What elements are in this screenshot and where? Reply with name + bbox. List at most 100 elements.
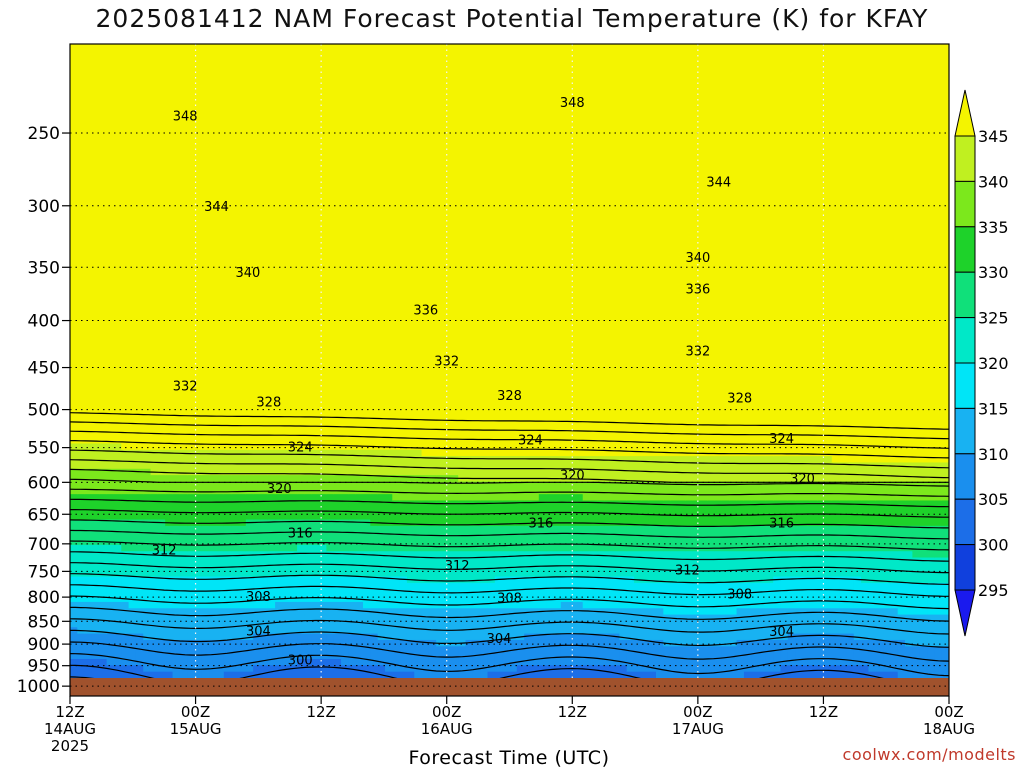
temperature-cell bbox=[223, 430, 232, 438]
temperature-cell bbox=[99, 164, 108, 172]
temperature-cell bbox=[267, 665, 276, 673]
temperature-cell bbox=[245, 246, 254, 254]
temperature-cell bbox=[157, 291, 166, 299]
temperature-cell bbox=[179, 259, 188, 267]
temperature-cell bbox=[304, 627, 313, 635]
temperature-cell bbox=[414, 430, 423, 438]
temperature-cell bbox=[70, 380, 78, 387]
temperature-cell bbox=[260, 145, 269, 153]
temperature-cell bbox=[172, 253, 181, 261]
temperature-cell bbox=[275, 69, 284, 77]
temperature-cell bbox=[201, 456, 210, 464]
temperature-cell bbox=[304, 456, 313, 464]
temperature-cell bbox=[128, 500, 137, 508]
temperature-cell bbox=[341, 468, 349, 476]
temperature-cell bbox=[311, 126, 320, 134]
temperature-cell bbox=[201, 50, 210, 58]
temperature-cell bbox=[260, 278, 269, 286]
temperature-cell bbox=[245, 513, 254, 521]
temperature-cell bbox=[326, 418, 335, 425]
temperature-cell bbox=[355, 513, 364, 521]
temperature-cell bbox=[289, 94, 298, 102]
temperature-cell bbox=[128, 411, 137, 419]
temperature-cell bbox=[121, 639, 130, 647]
temperature-cell bbox=[370, 633, 379, 641]
temperature-cell bbox=[135, 519, 144, 527]
temperature-cell bbox=[143, 348, 152, 356]
temperature-cell bbox=[333, 595, 342, 603]
temperature-cell bbox=[70, 449, 78, 457]
temperature-cell bbox=[150, 373, 159, 381]
temperature-cell bbox=[157, 265, 166, 273]
temperature-cell bbox=[355, 399, 364, 406]
temperature-cell bbox=[348, 101, 357, 108]
temperature-cell bbox=[275, 234, 284, 242]
temperature-cell bbox=[77, 494, 86, 502]
temperature-cell bbox=[143, 373, 152, 381]
temperature-cell bbox=[341, 303, 349, 311]
temperature-cell bbox=[392, 462, 401, 470]
temperature-cell bbox=[238, 551, 247, 559]
temperature-cell bbox=[392, 284, 401, 292]
temperature-cell bbox=[209, 361, 218, 368]
temperature-cell bbox=[406, 202, 415, 210]
temperature-cell bbox=[341, 253, 349, 261]
temperature-cell bbox=[406, 475, 415, 483]
temperature-cell bbox=[348, 481, 357, 489]
temperature-cell bbox=[333, 234, 342, 242]
temperature-cell bbox=[363, 132, 371, 140]
temperature-cell bbox=[91, 265, 100, 273]
temperature-cell bbox=[341, 646, 349, 654]
temperature-cell bbox=[77, 246, 86, 254]
temperature-cell bbox=[282, 284, 291, 292]
temperature-cell bbox=[245, 399, 254, 406]
temperature-cell bbox=[99, 297, 108, 305]
temperature-cell bbox=[297, 107, 305, 115]
temperature-cell bbox=[231, 208, 240, 216]
temperature-cell bbox=[392, 354, 401, 362]
temperature-cell bbox=[406, 399, 415, 406]
temperature-cell bbox=[172, 500, 181, 508]
temperature-cell bbox=[421, 208, 430, 216]
temperature-cell bbox=[355, 227, 364, 235]
temperature-cell bbox=[70, 443, 78, 451]
temperature-cell bbox=[348, 113, 357, 121]
temperature-cell bbox=[128, 405, 137, 413]
temperature-cell bbox=[157, 392, 166, 400]
temperature-cell bbox=[341, 246, 349, 254]
temperature-cell bbox=[355, 424, 364, 432]
temperature-cell bbox=[121, 386, 130, 394]
temperature-cell bbox=[128, 215, 137, 223]
temperature-cell bbox=[311, 82, 320, 89]
temperature-cell bbox=[304, 361, 313, 368]
temperature-cell bbox=[275, 189, 284, 197]
temperature-cell bbox=[128, 56, 137, 64]
temperature-cell bbox=[363, 215, 371, 223]
temperature-cell bbox=[84, 221, 93, 229]
temperature-cell bbox=[384, 322, 393, 330]
temperature-cell bbox=[297, 595, 305, 603]
temperature-cell bbox=[216, 513, 225, 521]
temperature-cell bbox=[348, 50, 357, 58]
temperature-cell bbox=[406, 449, 415, 457]
temperature-cell bbox=[282, 519, 291, 527]
temperature-cell bbox=[319, 284, 327, 292]
temperature-cell bbox=[275, 329, 284, 337]
temperature-cell bbox=[275, 240, 284, 248]
temperature-cell bbox=[392, 608, 401, 616]
temperature-cell bbox=[194, 139, 203, 147]
temperature-cell bbox=[157, 373, 166, 381]
temperature-cell bbox=[165, 500, 174, 508]
temperature-cell bbox=[341, 570, 349, 578]
temperature-cell bbox=[194, 284, 203, 292]
temperature-cell bbox=[297, 589, 305, 597]
temperature-cell bbox=[289, 303, 298, 311]
temperature-cell bbox=[70, 582, 78, 590]
temperature-cell bbox=[384, 481, 393, 489]
temperature-cell bbox=[333, 544, 342, 552]
temperature-cell bbox=[150, 189, 159, 197]
temperature-cell bbox=[275, 196, 284, 204]
temperature-cell bbox=[414, 449, 423, 457]
temperature-cell bbox=[99, 75, 108, 83]
temperature-cell bbox=[355, 240, 364, 248]
